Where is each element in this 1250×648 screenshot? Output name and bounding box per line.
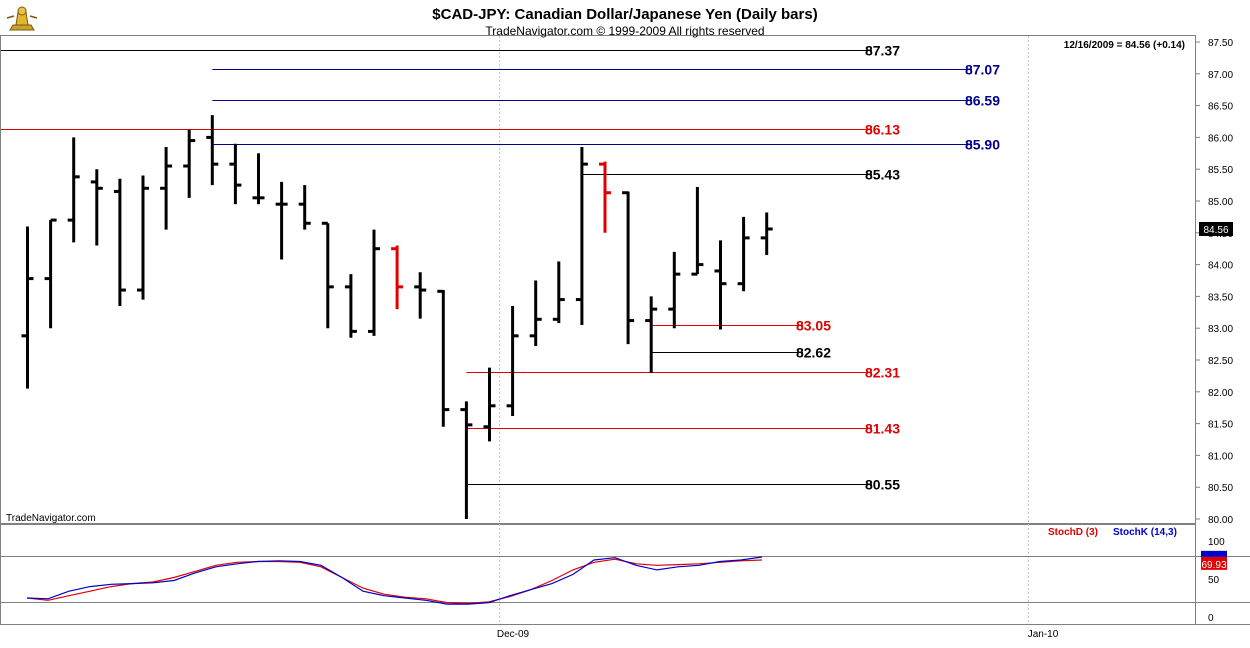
stoch-y-tick-label: 100 [1208, 537, 1225, 548]
level-label: 86.13 [865, 122, 900, 138]
stoch-y-tick-label: 0 [1208, 613, 1214, 624]
level-label: 85.90 [965, 137, 1000, 153]
ohlc-bar [391, 245, 404, 310]
level-label: 83.05 [796, 318, 831, 334]
chart-subtitle: TradeNavigator.com © 1999-2009 All right… [485, 24, 764, 38]
ohlc-bar [437, 289, 450, 427]
ohlc-bar [67, 137, 80, 243]
ohlc-bar [714, 240, 727, 330]
ohlc-bar [229, 143, 242, 205]
ohlc-bar [691, 187, 704, 276]
ohlc-bar [252, 153, 265, 205]
ohlc-bar [529, 280, 542, 347]
ohlc-bar [344, 274, 357, 338]
y-tick-label: 84.00 [1208, 261, 1233, 272]
y-tick-label: 86.50 [1208, 102, 1233, 113]
y-tick-label: 85.50 [1208, 165, 1233, 176]
x-tick-label: Dec-09 [497, 629, 530, 640]
ohlc-bar [321, 221, 334, 329]
ohlc-bar [622, 191, 635, 345]
x-tick-label: Jan-10 [1028, 629, 1059, 640]
y-tick-label: 85.00 [1208, 197, 1233, 208]
ohlc-bar [460, 401, 473, 519]
level-label: 80.55 [865, 477, 900, 493]
ohlc-bar [160, 146, 173, 230]
ohlc-bar [552, 261, 565, 324]
last-value-label: 84.56 [1203, 225, 1228, 236]
y-tick-label: 87.00 [1208, 70, 1233, 81]
stoch-last-value-label: 69.93 [1201, 560, 1226, 571]
ohlc-bar [206, 115, 219, 186]
ohlc-bar [506, 305, 519, 416]
quote-readout: 12/16/2009 = 84.56 (+0.14) [1064, 40, 1185, 51]
level-label: 85.43 [865, 167, 900, 183]
ohlc-bar [90, 169, 103, 246]
y-tick-label: 81.00 [1208, 451, 1233, 462]
ohlc-bar [760, 212, 773, 256]
logo-icon [6, 6, 38, 31]
y-tick-label: 87.50 [1208, 38, 1233, 49]
level-label: 87.07 [965, 62, 1000, 78]
last-value-tag [1199, 221, 1233, 236]
ohlc-bar [414, 272, 427, 319]
ohlc-bar [575, 146, 588, 326]
stoch-k-tag [1201, 550, 1227, 557]
level-label: 82.31 [865, 365, 900, 381]
chart-title: $CAD-JPY: Canadian Dollar/Japanese Yen (… [432, 6, 817, 23]
watermark: TradeNavigator.com [6, 513, 96, 524]
ohlc-bar [275, 181, 288, 260]
legend-stochd: StochD (3) [1048, 527, 1098, 538]
legend-stochk: StochK (14,3) [1113, 527, 1177, 538]
ohlc-bar [44, 218, 57, 329]
level-label: 87.37 [865, 43, 900, 59]
stoch-line [26, 558, 763, 604]
ohlc-bar [599, 161, 611, 233]
ohlc-bar [21, 226, 34, 389]
y-tick-label: 82.00 [1208, 388, 1233, 399]
ohlc-bar [113, 178, 126, 306]
ohlc-bar [368, 229, 380, 336]
y-tick-label: 83.00 [1208, 324, 1233, 335]
level-label: 81.43 [865, 421, 900, 437]
level-label: 86.59 [965, 93, 1000, 109]
y-tick-label: 80.00 [1208, 515, 1233, 526]
ohlc-bar [645, 296, 658, 373]
level-label: 82.62 [796, 345, 831, 361]
y-tick-label: 81.50 [1208, 420, 1233, 431]
price-panel [0, 35, 1196, 524]
y-tick-label: 86.00 [1208, 133, 1233, 144]
stoch-line [26, 556, 763, 605]
ohlc-bar [483, 367, 496, 442]
ohlc-bar [137, 175, 149, 300]
ohlc-bar [298, 185, 311, 230]
y-tick-label: 80.50 [1208, 483, 1233, 494]
stoch-y-tick-label: 50 [1208, 575, 1220, 586]
ohlc-bar [737, 216, 750, 292]
ohlc-bar [183, 129, 196, 198]
y-tick-label: 82.50 [1208, 356, 1233, 367]
y-tick-label: 83.50 [1208, 292, 1233, 303]
stoch-d-tag [1201, 556, 1227, 570]
ohlc-bar [668, 251, 681, 329]
